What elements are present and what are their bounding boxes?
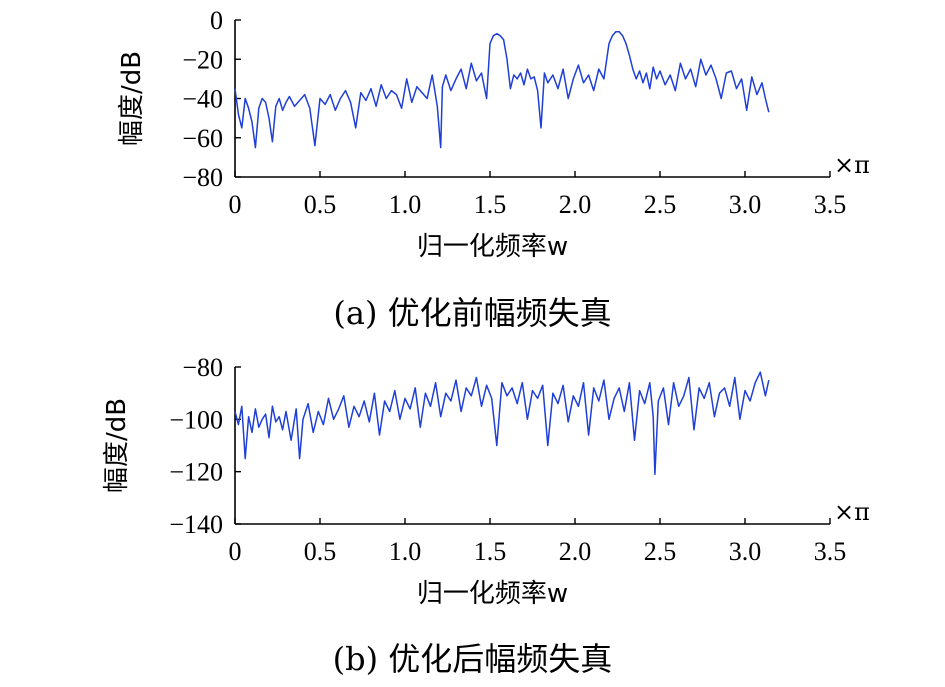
chart-caption: (a) 优化前幅频失真 bbox=[333, 294, 611, 332]
x-axis-label: 归一化频率w bbox=[417, 232, 568, 262]
x-tick-label: 2.5 bbox=[644, 537, 677, 566]
y-tick-label: −120 bbox=[169, 458, 223, 487]
x-tick-label: 0 bbox=[229, 190, 242, 219]
chart-a: 0 0.5 1.0 1.5 2.0 2.5 3.0 3.5 0 −20 −40 −60 −80 ×π 归一化… bbox=[117, 6, 870, 332]
x-unit-label: ×π bbox=[834, 151, 870, 179]
y-tick-label: −40 bbox=[182, 85, 223, 114]
series-line-a-0 bbox=[234, 31, 770, 149]
x-tick-label: 3.5 bbox=[814, 190, 847, 219]
series-line-b-0 bbox=[234, 371, 770, 476]
x-tick-label: 3.0 bbox=[729, 537, 762, 566]
x-tick-label: 0 bbox=[229, 537, 242, 566]
y-tick-label: −80 bbox=[182, 353, 223, 382]
y-tick-label: 0 bbox=[210, 6, 223, 35]
x-unit-label: ×π bbox=[834, 498, 870, 526]
y-axis-label: 幅度/dB bbox=[102, 398, 132, 493]
y-tick-label: −60 bbox=[182, 124, 223, 153]
y-tick-label: −140 bbox=[169, 510, 223, 539]
x-tick-label: 1.5 bbox=[474, 190, 507, 219]
x-tick-label: 2.5 bbox=[644, 190, 677, 219]
x-tick-label: 0.5 bbox=[304, 537, 337, 566]
y-axis-label: 幅度/dB bbox=[117, 51, 147, 146]
x-tick-label: 2.0 bbox=[559, 190, 592, 219]
y-tick-label: −20 bbox=[182, 45, 223, 74]
x-tick-label: 3.0 bbox=[729, 190, 762, 219]
y-tick-label: −80 bbox=[182, 163, 223, 192]
x-tick-label: 1.5 bbox=[474, 537, 507, 566]
chart-caption: (b) 优化后幅频失真 bbox=[333, 640, 613, 678]
x-tick-label: 1.0 bbox=[389, 190, 422, 219]
chart-b: 0 0.5 1.0 1.5 2.0 2.5 3.0 3.5 −80 −100 −120 −140 ×π 归… bbox=[102, 353, 870, 678]
x-tick-label: 2.0 bbox=[559, 537, 592, 566]
x-tick-label: 1.0 bbox=[389, 537, 422, 566]
y-tick-label: −100 bbox=[169, 405, 223, 434]
x-tick-label: 3.5 bbox=[814, 537, 847, 566]
x-axis-label: 归一化频率w bbox=[417, 579, 568, 609]
x-tick-label: 0.5 bbox=[304, 190, 337, 219]
